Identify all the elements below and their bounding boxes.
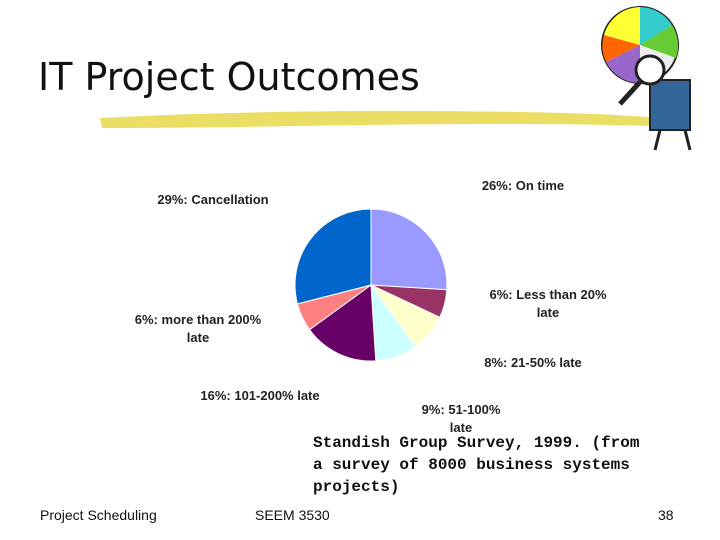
slice-label: 6%: more than 200% late [134,312,262,345]
pie-slice [370,208,448,291]
footer-left: Project Scheduling [40,507,157,523]
slice-label: 26%: On time [481,178,565,193]
footer-center: SEEM 3530 [255,507,330,523]
slice-label: 29%: Cancellation [157,192,269,207]
title-underline [100,110,660,128]
slice-label: 8%: 21-50% late [484,355,582,370]
slide-title: IT Project Outcomes [38,55,420,99]
page-number: 38 [658,507,674,523]
slice-label: 16%: 101-200% late [200,388,320,403]
slice-label: 9%: 51-100% late [421,402,501,435]
slice-label: 6%: Less than 20% late [489,287,607,320]
clip-art [601,6,692,151]
pie-slice [294,208,372,305]
pie-slice [308,284,377,362]
source-note: Standish Group Survey, 1999. (from a sur… [313,434,640,496]
